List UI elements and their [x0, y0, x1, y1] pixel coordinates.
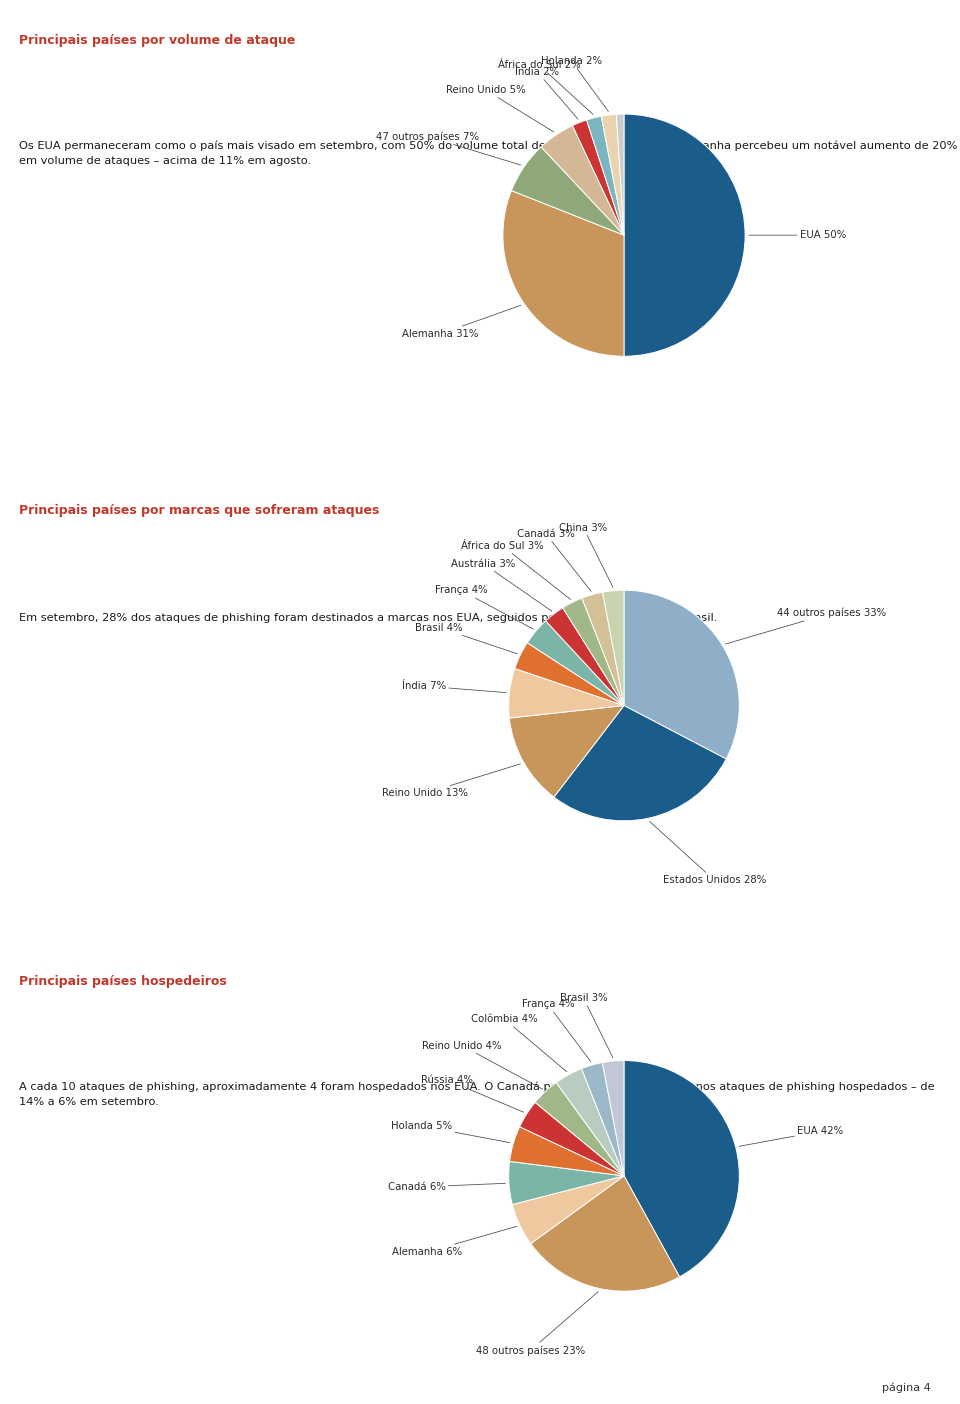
Text: Principais países por marcas que sofreram ataques: Principais países por marcas que sofrera… — [19, 504, 379, 517]
Wedge shape — [503, 191, 624, 357]
Wedge shape — [554, 706, 726, 821]
Wedge shape — [509, 668, 624, 717]
Wedge shape — [587, 117, 624, 234]
Text: França 4%: França 4% — [435, 585, 533, 629]
Wedge shape — [512, 147, 624, 234]
Text: Holanda 5%: Holanda 5% — [392, 1120, 510, 1143]
Text: Alemanha 6%: Alemanha 6% — [392, 1227, 516, 1257]
Text: Canadá 3%: Canadá 3% — [516, 529, 591, 591]
Wedge shape — [513, 1177, 624, 1244]
Text: Os EUA permaneceram como o país mais visado em setembro, com 50% do volume total: Os EUA permaneceram como o país mais vis… — [19, 140, 957, 166]
Wedge shape — [582, 1063, 624, 1177]
Wedge shape — [531, 1177, 680, 1292]
Text: França 4%: França 4% — [521, 1000, 590, 1061]
Wedge shape — [527, 621, 624, 706]
Wedge shape — [541, 125, 624, 234]
Wedge shape — [545, 608, 624, 706]
Wedge shape — [602, 1060, 624, 1177]
Text: EUA 42%: EUA 42% — [739, 1126, 843, 1146]
Wedge shape — [556, 1068, 624, 1177]
Text: Canadá 6%: Canadá 6% — [388, 1182, 506, 1192]
Text: Reino Unido 13%: Reino Unido 13% — [382, 764, 520, 799]
Wedge shape — [616, 114, 624, 234]
Text: China 3%: China 3% — [560, 522, 612, 587]
Text: Alemanha 31%: Alemanha 31% — [402, 305, 521, 338]
Text: Índia 2%: Índia 2% — [516, 67, 578, 119]
Text: África do Sul 2%: África do Sul 2% — [497, 60, 593, 114]
Wedge shape — [515, 643, 624, 706]
Wedge shape — [519, 1102, 624, 1177]
Text: Brasil 3%: Brasil 3% — [560, 993, 612, 1057]
Wedge shape — [535, 1082, 624, 1177]
Text: África do Sul 3%: África do Sul 3% — [461, 541, 570, 600]
Text: Holanda 2%: Holanda 2% — [541, 56, 609, 111]
Text: Reino Unido 5%: Reino Unido 5% — [445, 86, 554, 132]
Text: Reino Unido 4%: Reino Unido 4% — [422, 1040, 542, 1090]
Text: Em setembro, 28% dos ataques de phishing foram destinados a marcas nos EUA, segu: Em setembro, 28% dos ataques de phishing… — [19, 611, 717, 623]
Wedge shape — [510, 706, 624, 797]
Wedge shape — [582, 592, 624, 706]
Text: Austrália 3%: Austrália 3% — [451, 559, 552, 611]
Text: Estados Unidos 28%: Estados Unidos 28% — [650, 821, 766, 885]
Text: 48 outros países 23%: 48 outros países 23% — [476, 1292, 598, 1355]
Text: 47 outros países 7%: 47 outros países 7% — [375, 131, 521, 166]
Wedge shape — [601, 114, 624, 234]
Text: Rússia 4%: Rússia 4% — [421, 1075, 524, 1112]
Text: Colômbia 4%: Colômbia 4% — [471, 1014, 566, 1071]
Wedge shape — [603, 590, 624, 706]
Text: 44 outros países 33%: 44 outros países 33% — [726, 608, 886, 644]
Wedge shape — [563, 598, 624, 706]
Wedge shape — [624, 590, 739, 760]
Text: Brasil 4%: Brasil 4% — [416, 622, 517, 654]
Text: Principais países por volume de ataque: Principais países por volume de ataque — [19, 34, 296, 46]
Wedge shape — [624, 114, 745, 357]
Wedge shape — [572, 119, 624, 234]
Wedge shape — [510, 1127, 624, 1177]
Text: Principais países hospedeiros: Principais países hospedeiros — [19, 974, 227, 987]
Text: A cada 10 ataques de phishing, aproximadamente 4 foram hospedados nos EUA. O Can: A cada 10 ataques de phishing, aproximad… — [19, 1081, 935, 1106]
Wedge shape — [624, 1060, 739, 1276]
Text: EUA 50%: EUA 50% — [749, 230, 846, 240]
Text: Índia 7%: Índia 7% — [402, 681, 506, 692]
Wedge shape — [509, 1161, 624, 1205]
Text: página 4: página 4 — [882, 1383, 931, 1393]
